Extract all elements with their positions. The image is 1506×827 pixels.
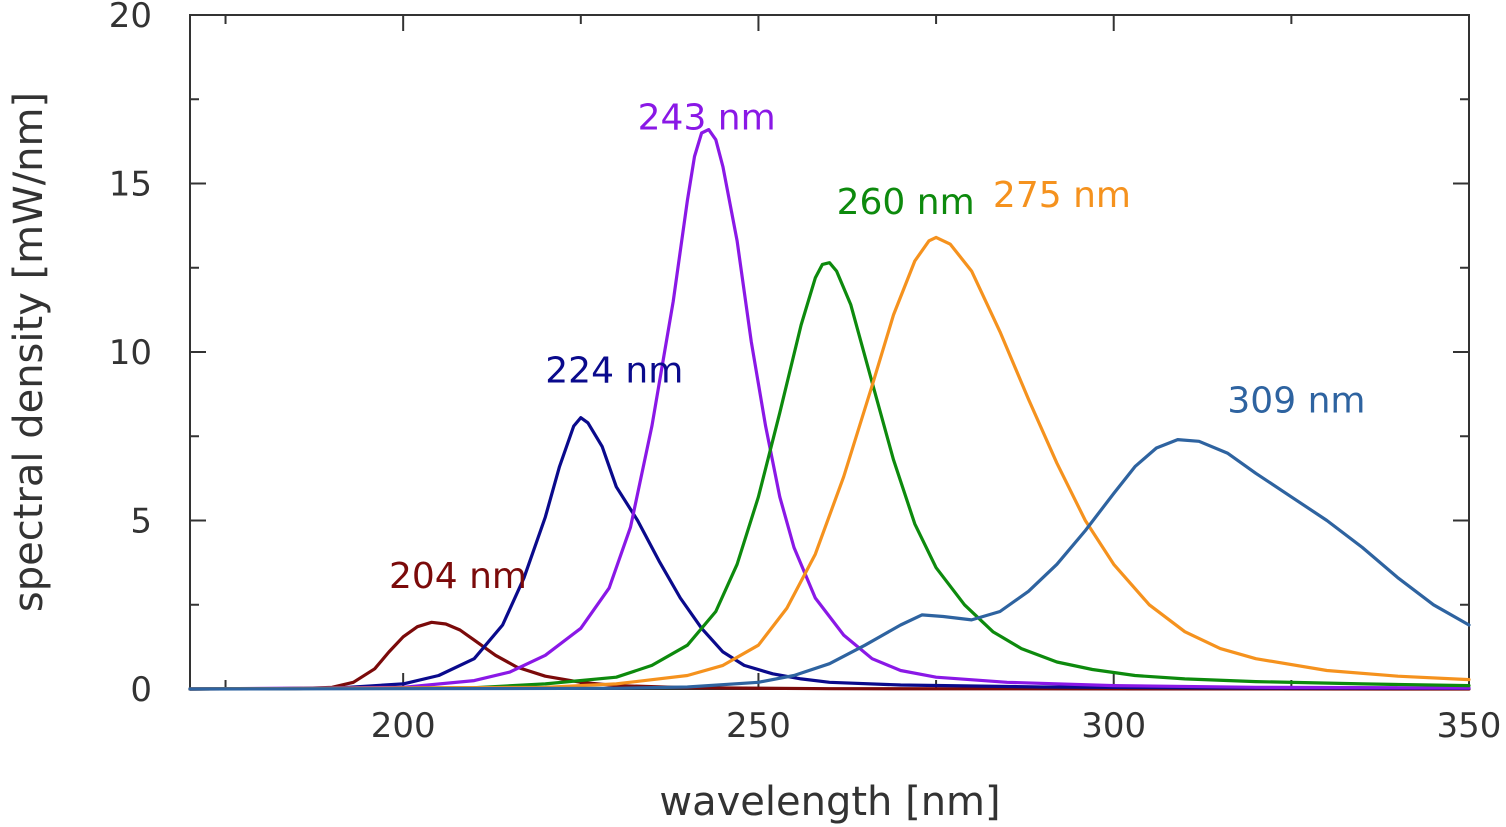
series-line-260-nm <box>188 261 1471 691</box>
x-axis-title: wavelength [nm] <box>659 779 1000 825</box>
series-line-243-nm <box>188 128 1471 691</box>
x-tick-label: 350 <box>1437 706 1502 746</box>
x-tick-label: 300 <box>1081 706 1146 746</box>
peak-label-309-nm: 309 nm <box>1227 381 1365 422</box>
series-line-275-nm <box>188 235 1471 691</box>
y-axis-title: spectral density [mW/nm] <box>6 92 52 612</box>
y-tick-label: 10 <box>109 333 152 373</box>
peak-label-204-nm: 204 nm <box>389 556 527 597</box>
series-line-309-nm <box>188 438 1471 691</box>
y-tick-label: 15 <box>109 165 152 205</box>
x-tick-label: 200 <box>371 706 436 746</box>
y-tick-label: 0 <box>130 670 152 710</box>
peak-label-275-nm: 275 nm <box>993 175 1131 216</box>
series-line-224-nm <box>188 416 1471 691</box>
peak-label-260-nm: 260 nm <box>837 182 975 223</box>
x-tick-label: 250 <box>726 706 791 746</box>
y-tick-label: 5 <box>130 502 152 542</box>
peak-label-243-nm: 243 nm <box>638 98 776 139</box>
plot-area-frame <box>189 14 1470 690</box>
peak-label-224-nm: 224 nm <box>545 350 683 391</box>
series-group <box>188 128 1471 691</box>
y-tick-labels: 0 5 10 15 20 <box>109 0 152 710</box>
x-tick-labels: 200 250 300 350 <box>371 706 1502 746</box>
axis-ticks <box>190 14 1470 690</box>
y-tick-label: 20 <box>109 0 152 36</box>
series-line-204-nm <box>188 620 1471 691</box>
peak-labels: 204 nm 224 nm 243 nm 260 nm 275 nm 309 nm <box>389 98 1366 597</box>
